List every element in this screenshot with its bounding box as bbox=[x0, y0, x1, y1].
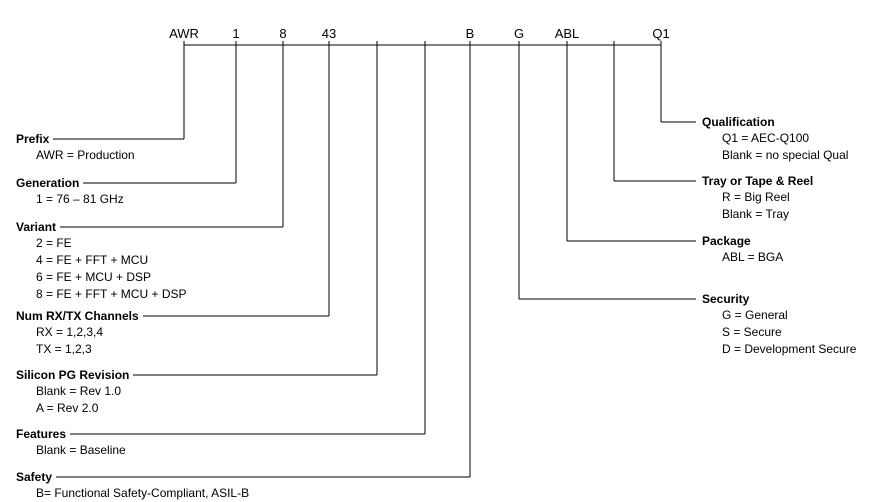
group-g: Security G = General S = Secure D = Develop… bbox=[702, 292, 856, 357]
segment-g: G bbox=[514, 26, 524, 41]
group-detail: 2 = FE bbox=[36, 236, 187, 251]
group-detail: 8 = FE + FFT + MCU + DSP bbox=[36, 287, 187, 302]
group-detail: ABL = BGA bbox=[722, 250, 783, 265]
group-detail: Blank = Tray bbox=[722, 207, 813, 222]
group-detail: 4 = FE + FFT + MCU bbox=[36, 253, 187, 268]
segment-one: 1 bbox=[232, 26, 239, 41]
group-blank3: Tray or Tape & Reel R = Big Reel Blank = T… bbox=[702, 174, 813, 222]
group-heading: Qualification bbox=[702, 115, 848, 129]
group-detail: Q1 = AEC-Q100 bbox=[722, 131, 848, 146]
group-detail: R = Big Reel bbox=[722, 190, 813, 205]
group-blank2: Features Blank = Baseline bbox=[16, 427, 126, 458]
group-heading: Prefix bbox=[16, 132, 135, 146]
group-heading: Security bbox=[702, 292, 856, 306]
group-awr: Prefix AWR = Production bbox=[16, 132, 135, 163]
group-heading: Generation bbox=[16, 176, 124, 190]
group-detail: Blank = no special Qual bbox=[722, 148, 848, 163]
group-heading: Num RX/TX Channels bbox=[16, 309, 139, 323]
segment-fortythree: 43 bbox=[322, 26, 336, 41]
group-detail: TX = 1,2,3 bbox=[36, 342, 139, 357]
segment-eight: 8 bbox=[279, 26, 286, 41]
segment-q1: Q1 bbox=[652, 26, 669, 41]
group-heading: Silicon PG Revision bbox=[16, 368, 129, 382]
group-heading: Features bbox=[16, 427, 126, 441]
segment-awr: AWR bbox=[169, 26, 199, 41]
group-detail: B= Functional Safety-Compliant, ASIL-B bbox=[36, 486, 249, 501]
group-detail: A = Rev 2.0 bbox=[36, 401, 129, 416]
group-abl: Package ABL = BGA bbox=[702, 234, 783, 265]
group-detail: G = General bbox=[722, 308, 856, 323]
group-q1: Qualification Q1 = AEC-Q100 Blank = no spe… bbox=[702, 115, 848, 163]
group-detail: AWR = Production bbox=[36, 148, 135, 163]
segment-abl: ABL bbox=[555, 26, 580, 41]
group-eight: Variant 2 = FE 4 = FE + FFT + MCU 6 = FE + … bbox=[16, 220, 187, 302]
group-detail: S = Secure bbox=[722, 325, 856, 340]
segment-b: B bbox=[466, 26, 475, 41]
group-detail: 1 = 76 – 81 GHz bbox=[36, 192, 124, 207]
group-detail: Blank = Baseline bbox=[36, 443, 126, 458]
group-heading: Safety bbox=[16, 470, 249, 484]
group-heading: Tray or Tape & Reel bbox=[702, 174, 813, 188]
group-detail: 6 = FE + MCU + DSP bbox=[36, 270, 187, 285]
group-detail: Blank = Rev 1.0 bbox=[36, 384, 129, 399]
group-detail: RX = 1,2,3,4 bbox=[36, 325, 139, 340]
group-heading: Variant bbox=[16, 220, 187, 234]
group-one: Generation 1 = 76 – 81 GHz bbox=[16, 176, 124, 207]
group-blank1: Silicon PG Revision Blank = Rev 1.0 A = Re… bbox=[16, 368, 129, 416]
group-detail: D = Development Secure bbox=[722, 342, 856, 357]
group-heading: Package bbox=[702, 234, 783, 248]
group-fortythree: Num RX/TX Channels RX = 1,2,3,4 TX = 1,2,3 bbox=[16, 309, 139, 357]
group-b: Safety B= Functional Safety-Compliant, AS… bbox=[16, 470, 249, 501]
